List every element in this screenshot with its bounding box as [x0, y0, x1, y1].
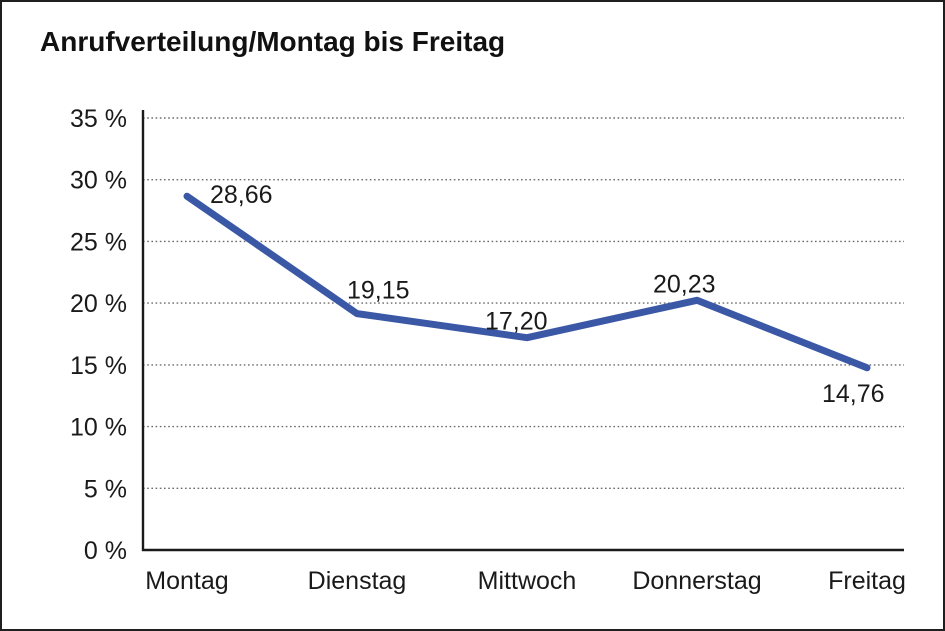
- y-axis-tick-labels: 0 % 5 % 10 % 15 % 20 % 25 % 30 % 35 %: [70, 105, 127, 565]
- data-series-line: [183, 192, 871, 372]
- x-axis-category-label: Montag: [145, 567, 228, 595]
- x-axis-category-label: Freitag: [828, 567, 906, 595]
- gridlines: [143, 117, 904, 489]
- data-point-label: 14,76: [822, 380, 885, 408]
- data-point-label: 17,20: [485, 308, 548, 336]
- x-axis-category-label: Donnerstag: [632, 567, 761, 595]
- y-axis-tick-label: 0 %: [84, 537, 127, 565]
- data-point-label: 28,66: [210, 181, 273, 209]
- y-axis-tick-label: 25 %: [70, 228, 127, 256]
- axes: [141, 110, 904, 552]
- y-axis-tick-label: 20 %: [70, 290, 127, 318]
- y-axis-tick-label: 35 %: [70, 105, 127, 133]
- data-point-labels: 28,66 19,15 17,20 20,23 14,76: [210, 181, 885, 408]
- y-axis-tick-label: 15 %: [70, 352, 127, 380]
- chart-title: Anrufverteilung/Montag bis Freitag: [40, 26, 506, 57]
- y-axis-tick-label: 30 %: [70, 167, 127, 195]
- y-axis-tick-label: 5 %: [84, 475, 127, 503]
- x-axis-category-label: Mittwoch: [478, 567, 577, 595]
- data-series: [183, 192, 871, 372]
- y-axis-tick-label: 10 %: [70, 414, 127, 442]
- data-point-label: 19,15: [347, 277, 410, 305]
- data-point-label: 20,23: [653, 270, 716, 298]
- x-axis-category-labels: Montag Dienstag Mittwoch Donnerstag Freitag: [145, 567, 906, 595]
- x-axis-category-label: Dienstag: [308, 567, 407, 595]
